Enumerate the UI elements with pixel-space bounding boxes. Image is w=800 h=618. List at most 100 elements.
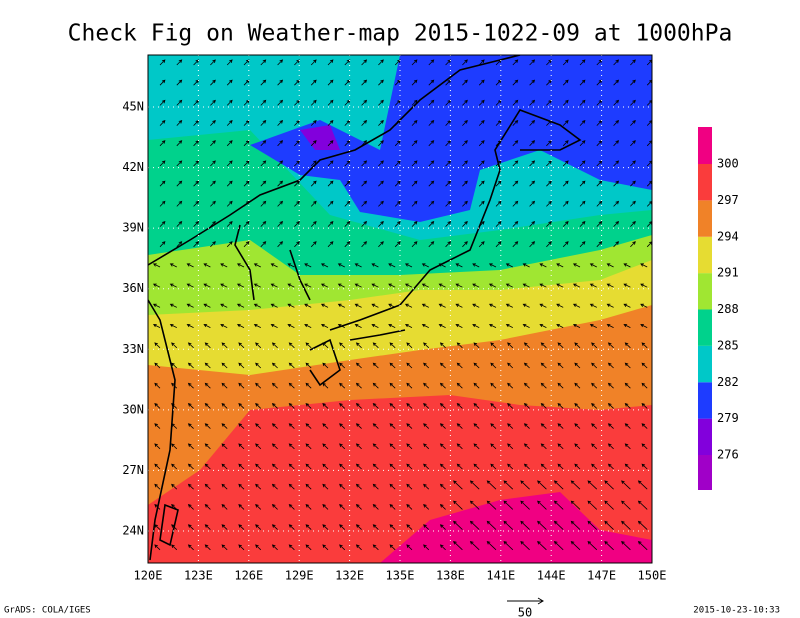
wind-arrow [406,544,413,551]
wind-arrow [637,520,648,530]
wind-arrow [176,220,183,227]
wind-arrow [339,544,346,551]
wind-arrow [171,463,178,470]
wind-arrow [378,79,384,86]
wind-arrow [288,524,295,530]
colorbar-swatch [698,200,712,237]
wind-arrow [438,263,446,268]
wind-arrow [591,403,598,409]
wind-arrow [171,423,178,429]
wind-arrow [288,463,295,470]
wind-arrow [253,283,261,288]
wind-arrow [456,403,463,409]
wind-arrow [529,79,536,86]
wind-arrow [270,263,278,268]
wind-arrow [596,220,603,227]
wind-arrow [462,140,468,147]
wind-arrow [378,119,384,126]
wind-arrow [294,180,300,187]
wind-arrow [361,79,368,86]
wind-arrow [587,480,598,490]
wind-arrow [604,500,614,510]
wind-arrow [220,283,228,288]
wind-arrow [423,463,430,470]
wind-arrow [406,403,413,409]
wind-arrow [260,140,267,147]
wind-arrow [411,119,418,126]
wind-arrow [305,403,312,409]
wind-arrow [371,283,379,288]
wind-arrow [570,520,581,530]
wind-arrow [641,443,648,450]
wind-arrow [512,180,519,187]
wind-arrow [556,323,564,328]
wind-arrow [339,403,346,409]
wind-arrow [305,443,312,450]
wind-arrow [327,200,334,207]
wind-arrow [320,323,329,328]
wind-arrow [271,524,278,530]
wind-arrow [589,283,597,288]
wind-arrow [630,180,636,187]
wind-arrow [221,524,228,530]
wind-arrow [152,283,161,288]
map-title: Check Fig on Weather-map 2015-1022-09 at… [68,21,733,47]
wind-arrow [621,500,631,510]
wind-arrow [193,200,200,207]
wind-arrow [623,323,631,328]
wind-arrow [294,200,300,207]
wind-arrow [606,283,614,288]
wind-arrow [204,504,211,510]
wind-arrow [557,362,564,369]
colorbar-swatch [698,164,712,201]
wind-arrow [221,423,228,429]
wind-arrow [587,540,598,551]
wind-arrow [339,382,346,389]
wind-arrow [255,342,262,349]
wind-arrow [255,443,262,450]
wind-arrow [371,263,379,268]
wind-arrow [428,99,435,106]
wind-arrow [512,79,519,86]
wind-arrow [520,520,530,530]
wind-arrow [428,140,435,147]
wind-arrow [495,59,502,66]
wind-arrow [553,520,564,530]
wind-arrow [277,160,284,167]
wind-arrow [260,241,267,248]
wind-arrow [546,200,552,207]
wind-arrow [423,443,430,450]
wind-arrow [288,504,295,510]
wind-arrow [637,540,648,551]
wind-arrow [406,483,413,490]
wind-arrow [154,483,161,490]
wind-arrow [152,303,161,308]
wind-arrow [478,220,485,227]
wind-arrow [523,423,530,429]
wind-arrow [169,283,177,288]
wind-arrow [406,342,413,349]
wind-arrow [574,463,581,470]
x-tick-label: 138E [436,569,465,583]
wind-arrow [512,119,519,126]
wind-arrow [171,362,178,369]
wind-arrow [607,382,614,389]
wind-arrow [624,403,631,409]
wind-arrow [428,79,435,86]
wind-arrow [204,443,211,450]
wind-arrow [641,382,648,389]
wind-arrow [243,180,250,187]
wind-arrow [428,119,435,126]
wind-arrow [355,524,362,530]
wind-arrow [607,443,614,450]
wind-arrow [154,403,161,409]
wind-arrow [406,524,413,530]
wind-arrow [394,180,401,187]
wind-arrow [221,403,228,409]
wind-arrow [187,403,194,409]
field-band [380,492,652,563]
wind-arrow [210,99,216,106]
colorbar-label: 288 [717,302,739,316]
wind-arrow [277,180,284,187]
wind-arrow [520,480,530,490]
